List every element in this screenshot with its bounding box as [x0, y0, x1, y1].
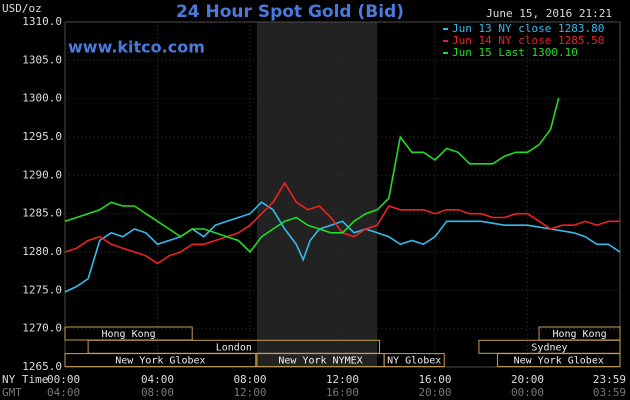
x-tick-label: 23:59 — [593, 373, 626, 386]
series-line — [64, 201, 621, 293]
x-row-label: NY Time — [2, 373, 48, 386]
x-tick-label: 20:00 — [511, 373, 544, 386]
y-tick-label: 1300.0 — [22, 92, 62, 105]
session-label: NY Globex — [387, 356, 441, 367]
x-tick-label: 04:00 — [141, 373, 174, 386]
series-line — [64, 97, 560, 254]
x-row-label: GMT — [2, 386, 22, 399]
x-tick-label: 00:00 — [47, 373, 80, 386]
legend-label: Jun 14 NY close 1285.50 — [452, 34, 604, 47]
legend-label: Jun 15 Last 1300.10 — [452, 46, 578, 59]
session-label: New York NYMEX — [278, 356, 362, 367]
y-tick-label: 1285.0 — [22, 207, 62, 220]
session-label: Hong Kong — [552, 329, 606, 340]
y-unit: USD/oz — [2, 2, 42, 15]
gmt-tick-label: 12:00 — [233, 386, 266, 399]
session-label: Sydney — [531, 342, 567, 353]
y-tick-label: 1280.0 — [22, 245, 62, 258]
session-label: New York Globex — [514, 356, 604, 367]
x-tick-label: 12:00 — [326, 373, 359, 386]
gmt-tick-label: 04:00 — [47, 386, 80, 399]
y-tick-label: 1270.0 — [22, 322, 62, 335]
x-tick-label: 16:00 — [418, 373, 451, 386]
timestamp: June 15, 2016 21:21 — [486, 7, 612, 20]
gmt-tick-label: 20:00 — [418, 386, 451, 399]
gmt-tick-label: 16:00 — [326, 386, 359, 399]
gmt-tick-label: 03:59 — [593, 386, 626, 399]
source: www.kitco.com — [68, 38, 205, 57]
y-tick-label: 1275.0 — [22, 283, 62, 296]
y-tick-label: 1305.0 — [22, 53, 62, 66]
session-label: London — [216, 342, 252, 353]
chart-title: 24 Hour Spot Gold (Bid) — [176, 2, 404, 22]
session-label: New York Globex — [115, 356, 205, 367]
gmt-tick-label: 08:00 — [141, 386, 174, 399]
legend-label: Jun 13 NY close 1283.80 — [452, 22, 604, 35]
y-tick-label: 1310.0 — [22, 15, 62, 28]
y-tick-label: 1295.0 — [22, 130, 62, 143]
gmt-tick-label: 00:00 — [511, 386, 544, 399]
x-tick-label: 08:00 — [233, 373, 266, 386]
session-box — [496, 353, 621, 368]
y-tick-label: 1290.0 — [22, 168, 62, 181]
session-label: Hong Kong — [102, 329, 156, 340]
highlight-band — [256, 22, 378, 367]
session-box — [383, 353, 445, 368]
y-tick-label: 1265.0 — [22, 360, 62, 373]
session-box — [64, 353, 257, 368]
